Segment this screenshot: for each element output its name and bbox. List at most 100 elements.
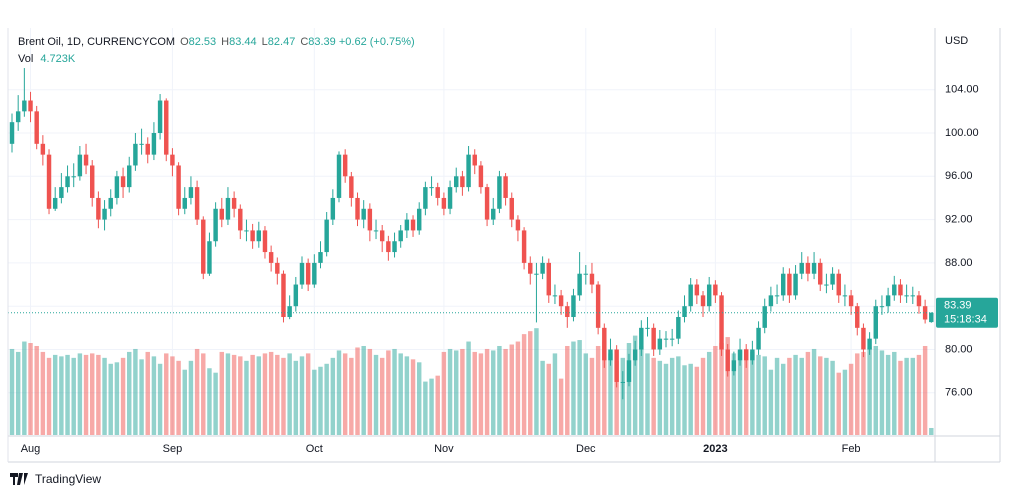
candle-body <box>873 306 878 339</box>
candle-body <box>324 219 329 253</box>
volume-bar <box>256 356 262 435</box>
volume-bar <box>188 360 194 435</box>
candle-body <box>781 273 786 296</box>
candle-body <box>22 100 27 112</box>
candle-body <box>565 306 570 318</box>
candle-body <box>700 295 706 307</box>
candle-body <box>910 295 916 297</box>
volume-bar <box>22 341 27 435</box>
volume-bar <box>250 354 255 435</box>
volume-bar <box>429 378 434 435</box>
candle-body <box>676 317 681 339</box>
volume-bar <box>861 351 866 435</box>
legend-fields: O82.53 H83.44 L82.47 C83.39 <box>175 36 336 48</box>
candle-body <box>534 273 539 275</box>
volume-bar <box>595 345 601 435</box>
legend-field-value: 82.53 <box>188 36 217 48</box>
volume-bar <box>645 353 650 435</box>
candle-body <box>373 230 379 232</box>
candle-body <box>231 197 237 209</box>
candle-body <box>349 176 354 198</box>
volume-bar <box>614 360 619 435</box>
legend-price-row: Brent Oil, 1D, CURRENCYCOM O82.53 H83.44 L8… <box>18 34 415 51</box>
candle-body <box>509 197 514 220</box>
candle-body <box>120 176 126 188</box>
y-tick-label: 80.00 <box>945 343 973 355</box>
candle-body <box>367 208 373 231</box>
volume-bar <box>46 357 52 435</box>
volume-bar <box>373 354 379 435</box>
volume-bar <box>330 357 336 435</box>
candle-body <box>89 165 95 198</box>
candle-body <box>589 273 595 285</box>
volume-bar <box>774 357 780 435</box>
volume-bar <box>108 363 113 435</box>
candle-body <box>811 262 817 274</box>
candle-body <box>922 306 928 320</box>
candle-body <box>528 262 533 274</box>
candle-body <box>59 187 64 198</box>
volume-bar <box>639 345 644 435</box>
legend-volume-label: Vol <box>18 53 34 65</box>
volume-bar <box>460 348 465 435</box>
candle-body <box>571 295 576 318</box>
volume-bar <box>262 353 268 435</box>
candle-body <box>879 306 885 308</box>
candle-layer <box>8 68 935 400</box>
volume-bar <box>182 369 187 435</box>
brand-name: TradingView <box>35 472 102 486</box>
candle-body <box>164 100 169 155</box>
candle-body <box>861 327 866 350</box>
candle-body <box>855 306 860 328</box>
candle-body <box>916 295 922 307</box>
candle-body <box>620 381 626 383</box>
volume-bar <box>497 345 502 435</box>
volume-bar <box>558 378 564 435</box>
volume-bar <box>756 354 761 435</box>
volume-bar <box>164 353 169 435</box>
volume-bar <box>873 345 878 435</box>
y-tick-label: 100.00 <box>945 127 979 139</box>
candle-body <box>706 284 712 307</box>
candle-body <box>127 165 132 188</box>
volume-bar <box>910 357 916 435</box>
candle-body <box>663 338 669 340</box>
candle-body <box>386 241 391 253</box>
candle-body <box>151 132 157 155</box>
volume-bar <box>885 354 891 435</box>
candle-body <box>15 111 21 123</box>
volume-bar <box>540 360 545 435</box>
legend-field-value: 83.44 <box>229 36 257 48</box>
volume-bar <box>194 348 200 435</box>
volume-bar <box>682 365 687 435</box>
candle-body <box>521 230 527 263</box>
volume-bar <box>305 353 311 435</box>
candle-body <box>83 154 89 166</box>
volume-bar <box>441 351 447 435</box>
candle-body <box>207 241 212 274</box>
volume-bar <box>583 353 589 435</box>
volume-bar <box>632 335 638 435</box>
candle-body <box>669 338 675 340</box>
volume-bar <box>367 348 373 435</box>
candle-body <box>713 284 718 296</box>
volume-bar <box>904 357 909 435</box>
volume-bar <box>102 357 107 435</box>
candle-body <box>645 327 650 329</box>
volume-bar <box>225 353 231 435</box>
y-tick-label: 104.00 <box>945 84 979 96</box>
candle-body <box>719 295 724 350</box>
volume-bar <box>737 350 743 435</box>
volume-bar <box>231 354 237 435</box>
candle-body <box>65 176 70 188</box>
volume-bar <box>503 348 508 435</box>
volume-bar <box>207 368 212 435</box>
candle-body <box>133 143 138 166</box>
candle-body <box>213 208 218 242</box>
volume-bar <box>577 340 582 435</box>
volume-bar <box>879 350 885 435</box>
volume-bar <box>867 347 872 435</box>
volume-bar <box>731 353 737 435</box>
legend-volume-row: Vol 4.723K <box>18 51 415 68</box>
candle-body <box>188 187 194 198</box>
